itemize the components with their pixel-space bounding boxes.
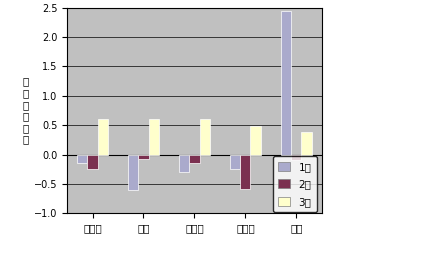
Bar	[139, 154, 148, 159]
Bar	[199, 119, 210, 154]
Bar	[190, 154, 199, 163]
Bar	[291, 154, 301, 160]
Bar	[77, 154, 88, 163]
Bar	[88, 154, 97, 169]
Bar	[97, 119, 108, 154]
Bar	[240, 154, 250, 188]
Legend: 1月, 2月, 3月: 1月, 2月, 3月	[273, 157, 316, 212]
Bar	[281, 11, 291, 154]
Bar	[230, 154, 240, 169]
Bar	[128, 154, 139, 190]
Bar	[250, 126, 261, 154]
Bar	[148, 119, 159, 154]
Bar	[301, 132, 312, 154]
Y-axis label: 対
前
月
上
昇
率: 対 前 月 上 昇 率	[22, 76, 28, 145]
Bar	[179, 154, 190, 172]
